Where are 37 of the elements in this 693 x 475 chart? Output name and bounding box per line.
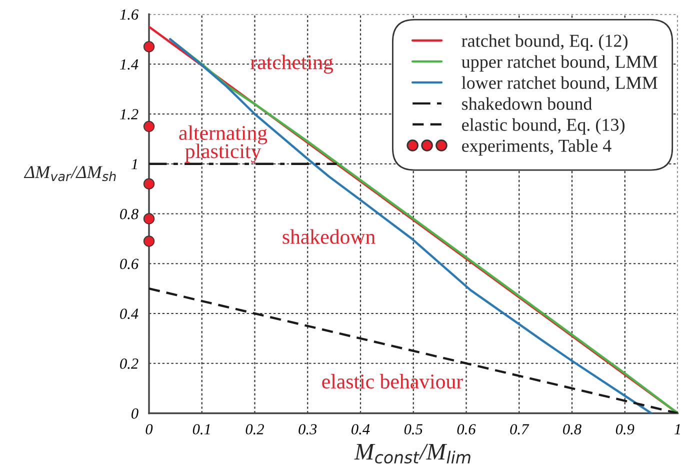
x-tick-label: 1 bbox=[674, 424, 680, 434]
point bbox=[143, 178, 155, 190]
y-tick-label: 1.6 bbox=[120, 9, 139, 20]
legend-label: shakedown bound bbox=[462, 97, 592, 110]
x-tick-label: 0.1 bbox=[192, 424, 210, 434]
y-tick-label: 1.2 bbox=[120, 109, 138, 120]
legend-label: lower ratchet bound, LMM bbox=[462, 76, 658, 92]
legend-label: experiments, Table 4 bbox=[462, 139, 612, 156]
x-tick-label: 0.2 bbox=[246, 424, 264, 434]
point bbox=[143, 213, 155, 224]
x-tick-label: 0 bbox=[146, 424, 153, 434]
point bbox=[143, 236, 155, 247]
point bbox=[143, 120, 155, 132]
y-axis-title: ΔM$_{var}$/ΔM$_{sh}$ bbox=[24, 166, 116, 182]
x-tick-label: 0.3 bbox=[298, 424, 317, 434]
y-tick-label: 0 bbox=[132, 408, 138, 419]
y-tick-label: 0.4 bbox=[120, 308, 138, 320]
x-tick-label: 0.5 bbox=[404, 424, 422, 434]
annotation: alternating plasticity bbox=[179, 125, 268, 163]
x-tick-label: 0.4 bbox=[352, 424, 370, 434]
point bbox=[143, 41, 155, 52]
y-tick-label: 0.2 bbox=[120, 358, 138, 369]
x-axis-title: M$_{const}$/M$_{lim}$ bbox=[354, 444, 470, 464]
x-tick-label: 0.9 bbox=[616, 424, 634, 434]
y-tick-label: 1.4 bbox=[120, 59, 138, 70]
x-tick-label: 0.6 bbox=[457, 424, 476, 434]
legend-label: elastic bound, Eq. (13) bbox=[462, 118, 625, 135]
annotation: shakedown bbox=[282, 229, 376, 244]
legend-label: upper ratchet bound, LMM bbox=[462, 55, 658, 72]
x-tick-label: 0.7 bbox=[510, 424, 530, 434]
y-tick-label: 1 bbox=[131, 159, 137, 170]
legend-label: ratchet bound, Eq. (12) bbox=[462, 34, 628, 51]
annotation: elastic behaviour bbox=[322, 374, 463, 389]
x-tick-label: 0.8 bbox=[563, 424, 582, 434]
y-tick-label: 0.8 bbox=[120, 208, 138, 220]
y-tick-label: 0.6 bbox=[120, 258, 139, 270]
annotation: ratcheting bbox=[250, 54, 334, 74]
